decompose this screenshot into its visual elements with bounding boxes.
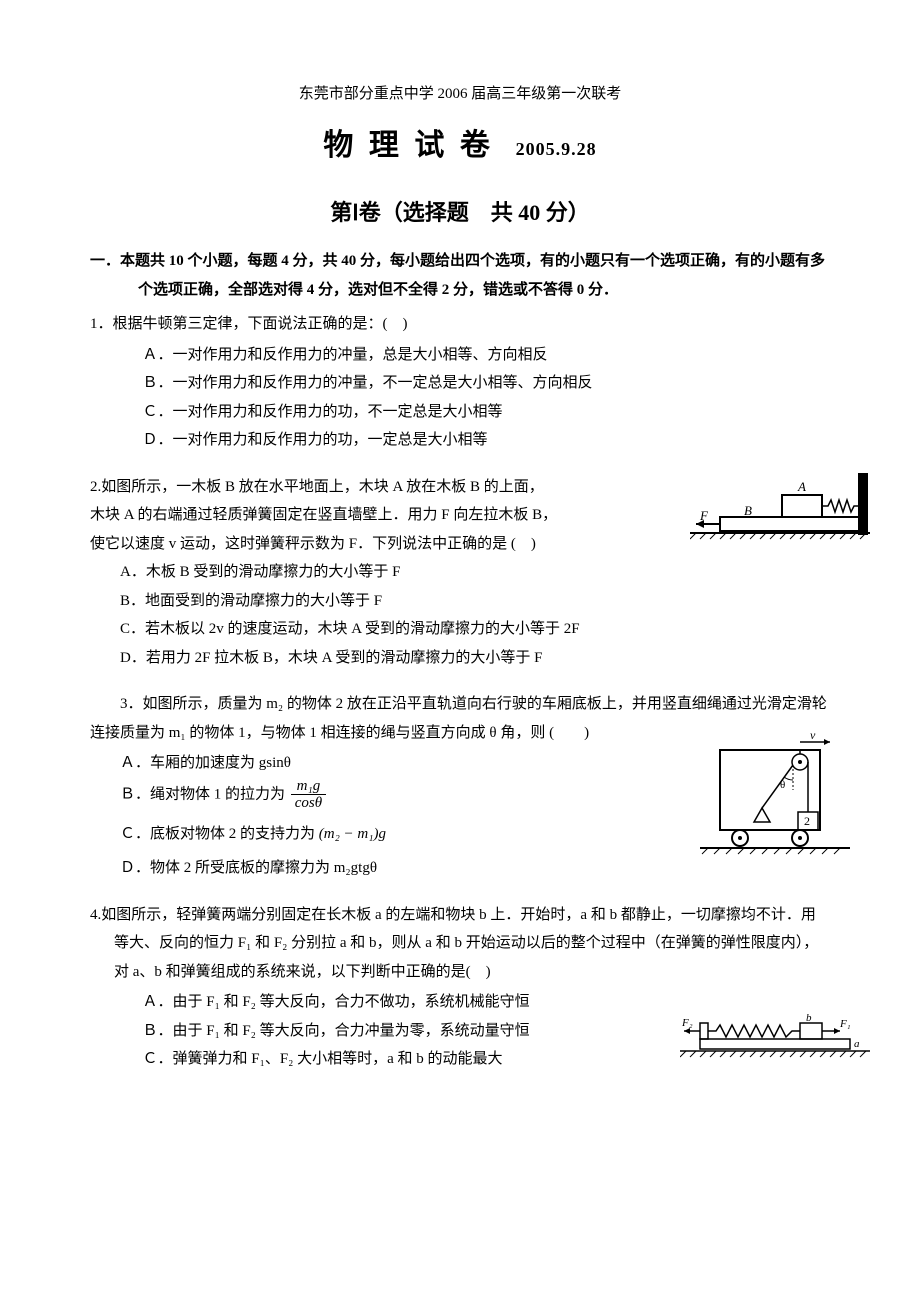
q4-label-f2: F₂ bbox=[681, 1017, 693, 1029]
exam-subtitle: 东莞市部分重点中学 2006 届高三年级第一次联考 bbox=[90, 80, 830, 109]
q2-option-b: B．地面受到的滑动摩擦力的大小等于 F bbox=[90, 587, 830, 616]
q3-b-pre: Ｂ．绳对物体 1 的拉力为 bbox=[120, 786, 285, 802]
q3-c-math: (m₂ − m₁)g bbox=[319, 826, 386, 842]
q2-option-a: A．木板 B 受到的滑动摩擦力的大小等于 F bbox=[90, 558, 830, 587]
q1-option-a: Ａ．一对作用力和反作用力的冲量，总是大小相等、方向相反 bbox=[90, 341, 830, 370]
q3-figure: 2 θ v bbox=[700, 730, 850, 860]
question-4: 4.如图所示，轻弹簧两端分别固定在长木板 a 的左端和物块 b 上．开始时，a … bbox=[90, 901, 830, 1074]
section-title: 第Ⅰ卷（选择题 共 40 分） bbox=[90, 192, 830, 234]
q3-label-2: 2 bbox=[804, 814, 810, 828]
q2-option-c: C．若木板以 2v 的速度运动，木块 A 受到的滑动摩擦力的大小等于 2F bbox=[90, 615, 830, 644]
q3-b-fraction: m₁g cosθ bbox=[291, 778, 326, 812]
q4-label-f1: F₁ bbox=[839, 1018, 851, 1030]
q3-b-numerator: m₁g bbox=[291, 778, 326, 796]
q4-figure: b a F₂ F₁ bbox=[680, 1011, 870, 1066]
q2-label-a: A bbox=[797, 479, 806, 494]
q3-label-v: v bbox=[810, 730, 816, 742]
question-2: A B F 2.如图所示，一木板 B 放在水平地面上，木块 A 放在木板 B 的… bbox=[90, 473, 830, 673]
q3-b-denominator: cosθ bbox=[291, 795, 326, 812]
q2-label-f: F bbox=[699, 508, 709, 523]
q2-option-d: D．若用力 2F 拉木板 B，木块 A 受到的滑动摩擦力的大小等于 F bbox=[90, 644, 830, 673]
exam-title-line: 物 理 试 卷 2005.9.28 bbox=[90, 117, 830, 174]
q2-figure: A B F bbox=[690, 473, 870, 543]
exam-date: 2005.9.28 bbox=[516, 139, 597, 159]
instructions: 一．本题共 10 个小题，每题 4 分，共 40 分，每小题给出四个选项，有的小… bbox=[90, 247, 830, 304]
q1-option-b: Ｂ．一对作用力和反作用力的冲量，不一定总是大小相等、方向相反 bbox=[90, 369, 830, 398]
q4-label-b: b bbox=[806, 1012, 812, 1024]
q2-label-b: B bbox=[744, 503, 752, 518]
question-1: 1．根据牛顿第三定律，下面说法正确的是：( ) Ａ．一对作用力和反作用力的冲量，… bbox=[90, 310, 830, 455]
exam-title: 物 理 试 卷 bbox=[323, 129, 494, 162]
question-3: 2 θ v 3．如图所示，质量为 m₂ 的物体 2 放在正沿平直轨道向右行驶的车… bbox=[90, 690, 830, 883]
q4-label-a: a bbox=[854, 1038, 860, 1050]
q3-label-theta: θ bbox=[780, 779, 785, 791]
q1-stem: 1．根据牛顿第三定律，下面说法正确的是：( ) bbox=[90, 310, 830, 339]
q1-option-d: Ｄ．一对作用力和反作用力的功，一定总是大小相等 bbox=[90, 426, 830, 455]
q1-option-c: Ｃ．一对作用力和反作用力的功，不一定总是大小相等 bbox=[90, 398, 830, 427]
q3-c-pre: Ｃ．底板对物体 2 的支持力为 bbox=[120, 826, 315, 842]
q4-stem: 4.如图所示，轻弹簧两端分别固定在长木板 a 的左端和物块 b 上．开始时，a … bbox=[90, 901, 830, 987]
